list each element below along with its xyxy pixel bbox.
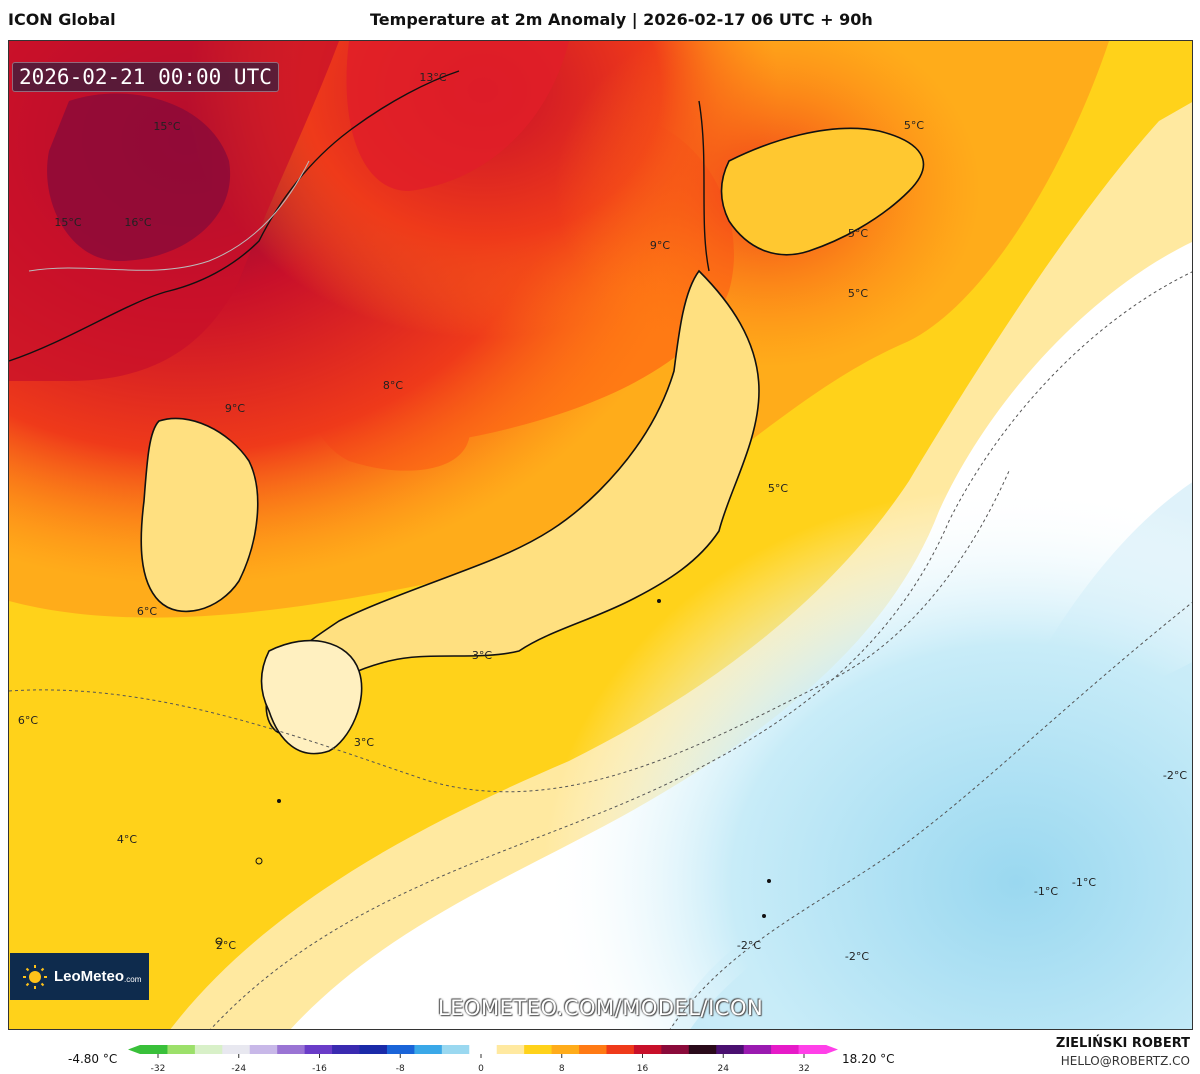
legend-swatch — [661, 1045, 690, 1054]
map-title: Temperature at 2m Anomaly | 2026-02-17 0… — [370, 10, 873, 29]
legend-tick-label: 8 — [558, 1064, 565, 1074]
author-email: HELLO@ROBERTZ.CO — [1060, 1054, 1190, 1068]
legend-tick-label: -24 — [231, 1064, 247, 1074]
contour-line — [9, 470, 1010, 793]
legend-tick-label: -32 — [150, 1064, 166, 1074]
color-legend — [128, 1045, 838, 1058]
legend-swatch — [167, 1045, 196, 1054]
hot-region-peak — [47, 93, 231, 261]
leometeo-logo[interactable]: LeoMeteo .com — [10, 953, 149, 1000]
legend-swatch — [743, 1045, 772, 1054]
temperature-label: 9°C — [225, 402, 245, 415]
temperature-label: -2°C — [1163, 769, 1187, 782]
logo-text: LeoMeteo — [54, 968, 125, 985]
logo-suffix: .com — [124, 975, 142, 984]
legend-swatch — [194, 1045, 223, 1054]
legend-swatch — [304, 1045, 333, 1054]
temperature-label: 15°C — [153, 120, 180, 133]
mainland-coastline — [9, 70, 460, 362]
temperature-label: 15°C — [54, 216, 81, 229]
legend-arrow-right — [826, 1045, 838, 1054]
temperature-label: 5°C — [904, 119, 924, 132]
legend-arrow-left — [128, 1045, 140, 1054]
legend-swatch — [688, 1045, 717, 1054]
temperature-label: 5°C — [848, 287, 868, 300]
header: ICON Global Temperature at 2m Anomaly | … — [0, 0, 1200, 40]
temperature-label: -2°C — [845, 950, 869, 963]
legend-tick-label: -16 — [312, 1064, 327, 1074]
province-borders — [28, 160, 310, 272]
temperature-label: 5°C — [848, 227, 868, 240]
valid-time-badge: 2026-02-21 00:00 UTC — [12, 62, 279, 92]
legend-tick-label: -8 — [395, 1064, 405, 1074]
temperature-label: 13°C — [419, 71, 446, 84]
korean-peninsula — [140, 417, 259, 613]
temperature-label: 3°C — [472, 649, 492, 662]
legend-swatch — [579, 1045, 607, 1054]
temperature-label: -1°C — [1072, 876, 1096, 889]
legend-max-value: 18.20 °C — [842, 1052, 895, 1066]
legend-swatch — [496, 1045, 525, 1054]
legend-swatch — [441, 1045, 470, 1054]
legend-swatch — [222, 1045, 251, 1054]
temperature-label: 3°C — [354, 736, 374, 749]
legend-tick-label: 32 — [798, 1064, 810, 1074]
temperature-label: 4°C — [117, 833, 137, 846]
legend-swatch — [277, 1045, 306, 1054]
legend-swatch — [716, 1045, 745, 1054]
sun-icon — [22, 964, 48, 990]
temperature-label: 16°C — [124, 216, 151, 229]
temperature-label: 6°C — [18, 714, 38, 727]
legend-swatch — [249, 1045, 278, 1054]
legend-swatch — [140, 1045, 168, 1054]
sakhalin-coastline — [698, 100, 710, 272]
footer: -4.80 °C -32 -24 -16 -8 0 8 16 24 32 18.20 °C ZI… — [0, 1030, 1200, 1074]
temperature-label: 2°C — [216, 939, 236, 952]
hot-region-north — [346, 41, 569, 191]
legend-swatch — [332, 1045, 361, 1054]
legend-swatch — [606, 1045, 635, 1054]
contour-line — [669, 601, 1192, 1029]
legend-tick-label: 16 — [636, 1064, 649, 1074]
legend-swatch — [633, 1045, 662, 1054]
author-name: ZIELIŃSKI ROBERT — [1055, 1036, 1190, 1051]
map-canvas: 15°C 13°C 15°C 16°C 9°C 5°C 5°C 5°C 8°C 9°C 5°C 6°C… — [9, 41, 1192, 1029]
watermark-url: LEOMETEO.COM/MODEL/ICON — [438, 996, 764, 1020]
legend-swatch — [798, 1045, 827, 1054]
model-name: ICON Global — [8, 10, 116, 29]
legend-min-value: -4.80 °C — [68, 1052, 118, 1066]
legend-swatch — [551, 1045, 580, 1054]
legend-swatch — [524, 1045, 553, 1054]
temperature-label: -1°C — [1034, 885, 1058, 898]
hokkaido-island — [720, 127, 925, 256]
anomaly-map[interactable]: 15°C 13°C 15°C 16°C 9°C 5°C 5°C 5°C 8°C 9°C 5°C 6°C… — [8, 40, 1193, 1030]
temperature-label: 9°C — [650, 239, 670, 252]
contour-line — [210, 271, 1192, 1029]
legend-tick-label: 24 — [717, 1064, 729, 1074]
legend-swatch — [386, 1045, 415, 1054]
temperature-label: 6°C — [137, 605, 157, 618]
legend-swatch — [359, 1045, 388, 1054]
legend-swatch — [771, 1045, 800, 1054]
temperature-label: 5°C — [768, 482, 788, 495]
temperature-labels: 15°C 13°C 15°C 16°C 9°C 5°C 5°C 5°C 8°C 9°C 5°C 6°C… — [18, 71, 1187, 963]
legend-tick-label: 0 — [478, 1064, 484, 1074]
temperature-label: 8°C — [383, 379, 403, 392]
legend-swatch — [414, 1045, 443, 1054]
kyushu-island — [260, 639, 363, 755]
temperature-label: -2°C — [737, 939, 761, 952]
legend-swatch — [469, 1045, 498, 1054]
